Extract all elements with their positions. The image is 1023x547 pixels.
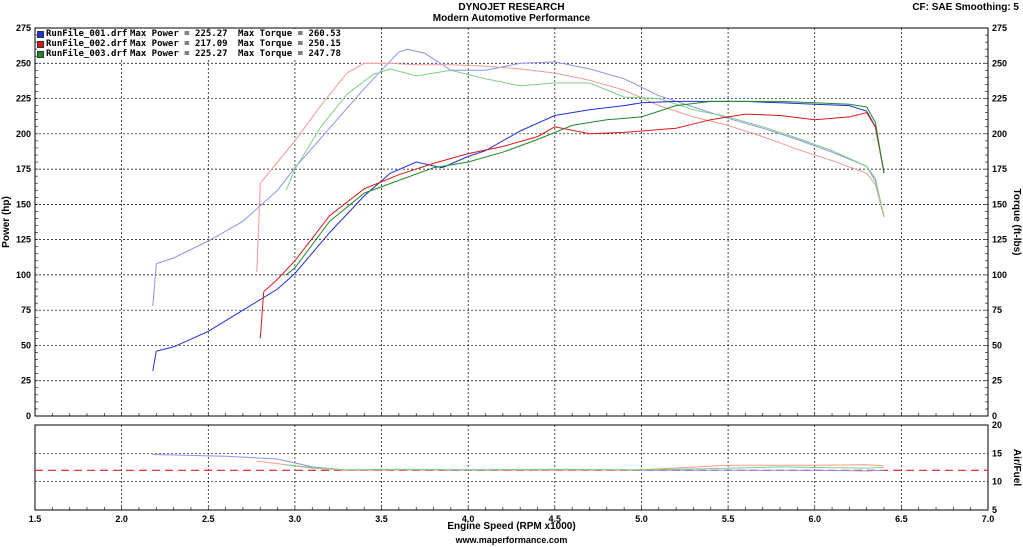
y-tick-label: 275 xyxy=(16,23,31,33)
legend-file: RunFile_003.drf xyxy=(46,49,128,59)
afr-axis-title: Air/Fuel xyxy=(1011,449,1022,486)
legend-max-torque: Max Torque = 247.78 xyxy=(238,49,341,59)
y2-tick-label: 225 xyxy=(992,94,1007,104)
afr-tick-label: 10 xyxy=(992,477,1002,487)
legend-max-torque: Max Torque = 250.15 xyxy=(238,39,341,49)
y2-tick-label: 100 xyxy=(992,270,1007,280)
y-tick-label: 200 xyxy=(16,129,31,139)
power-line xyxy=(259,112,885,339)
torque-line xyxy=(256,62,885,273)
x-axis-label: Engine Speed (RPM x1000) xyxy=(447,521,576,532)
y2-tick-label: 75 xyxy=(992,305,1002,315)
brand-title: DYNOJET RESEARCH xyxy=(458,2,565,13)
x-tick-label: 4.0 xyxy=(462,514,475,524)
x-tick-label: 6.5 xyxy=(895,514,908,524)
legend-max-power: Max Power = 225.27 xyxy=(130,29,228,39)
afr-tick-label: 5 xyxy=(992,505,997,515)
legend-max-power: Max Power = 225.27 xyxy=(130,49,228,59)
y-tick-label: 0 xyxy=(26,411,31,421)
legend-swatch xyxy=(37,40,44,48)
legend-max-power: Max Power = 217.09 xyxy=(130,39,228,49)
legend: RunFile_001.drf Max Power = 225.27 Max T… xyxy=(37,29,341,59)
y-tick-label: 75 xyxy=(21,305,31,315)
x-tick-label: 4.5 xyxy=(549,514,562,524)
y-tick-label: 125 xyxy=(16,235,31,245)
y2-tick-label: 175 xyxy=(992,164,1007,174)
x-tick-label: 3.5 xyxy=(375,514,388,524)
x-tick-label: 5.0 xyxy=(635,514,648,524)
legend-max-torque: Max Torque = 260.53 xyxy=(238,29,341,39)
x-tick-label: 3.0 xyxy=(289,514,302,524)
y2-tick-label: 200 xyxy=(992,129,1007,139)
y-tick-label: 175 xyxy=(16,164,31,174)
afr-line xyxy=(286,464,885,471)
y-tick-label: 100 xyxy=(16,270,31,280)
y2-axis-title: Torque (ft-lbs) xyxy=(1011,188,1022,255)
power-line xyxy=(285,100,885,276)
correction-info: CF: SAE Smoothing: 5 xyxy=(912,2,1019,13)
legend-entry: RunFile_002.drf Max Power = 217.09 Max T… xyxy=(37,39,341,49)
y-tick-label: 50 xyxy=(21,340,31,350)
chart-subtitle: Modern Automotive Performance xyxy=(432,13,591,24)
x-tick-label: 6.0 xyxy=(808,514,821,524)
y2-tick-label: 0 xyxy=(992,411,997,421)
y2-tick-label: 125 xyxy=(992,235,1007,245)
y-axis-title: Power (hp) xyxy=(1,196,12,248)
legend-file: RunFile_001.drf xyxy=(46,29,128,39)
main-plot-frame xyxy=(34,27,989,417)
afr-tick-label: 15 xyxy=(992,448,1002,458)
x-tick-label: 7.0 xyxy=(982,514,995,524)
x-tick-label: 2.5 xyxy=(202,514,215,524)
afr-tick-label: 20 xyxy=(992,420,1002,430)
legend-entry: RunFile_003.drf Max Power = 225.27 Max T… xyxy=(37,49,341,59)
y-tick-label: 150 xyxy=(16,199,31,209)
x-tick-label: 5.5 xyxy=(722,514,735,524)
y2-tick-label: 275 xyxy=(992,23,1007,33)
y-tick-label: 250 xyxy=(16,58,31,68)
y2-tick-label: 150 xyxy=(992,199,1007,209)
y2-tick-label: 250 xyxy=(992,58,1007,68)
torque-line xyxy=(285,68,885,216)
x-tick-label: 1.5 xyxy=(29,514,42,524)
legend-entry: RunFile_001.drf Max Power = 225.27 Max T… xyxy=(37,29,341,39)
y-tick-label: 25 xyxy=(21,376,31,386)
legend-file: RunFile_002.drf xyxy=(46,39,128,49)
y-tick-label: 225 xyxy=(16,94,31,104)
y2-tick-label: 50 xyxy=(992,340,1002,350)
legend-swatch xyxy=(37,30,44,38)
power-line xyxy=(152,100,885,371)
torque-line xyxy=(152,48,885,306)
website-footer: www.maperformance.com xyxy=(455,535,568,545)
x-tick-label: 2.0 xyxy=(115,514,128,524)
legend-swatch xyxy=(37,50,44,58)
y2-tick-label: 25 xyxy=(992,376,1002,386)
